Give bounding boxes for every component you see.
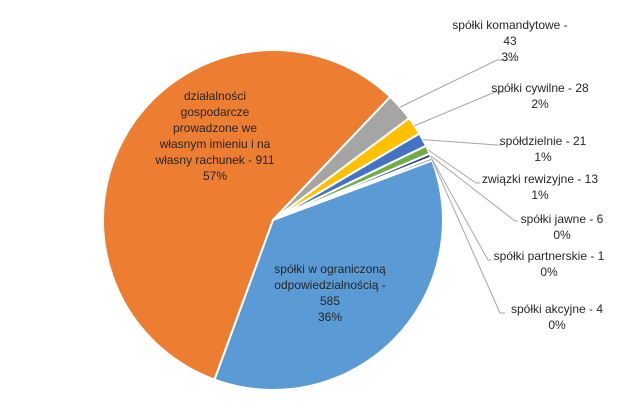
leader-line-spoldzielnie xyxy=(422,139,502,146)
data-label-line: odpowiedzialnością - xyxy=(274,278,385,292)
leader-lines-layer xyxy=(399,59,518,314)
data-label-line: 0% xyxy=(540,265,558,279)
data-label-line: prowadzone we xyxy=(173,121,257,135)
leader-line-spolki-partnerskie xyxy=(430,157,491,261)
leader-line-spolki-akcyjne xyxy=(431,159,505,314)
data-label-line: spółki jawne - 6 xyxy=(521,212,604,226)
data-label-line: własnym imieniu i na xyxy=(159,137,271,151)
data-label-line: gospodarcze xyxy=(181,105,250,119)
labels-layer: spółki w ograniczoną odpowiedzialnością -… xyxy=(154,18,604,332)
leader-line-zwiazki-rewizyjne xyxy=(427,149,480,184)
data-label-line: spółki w ograniczoną xyxy=(274,262,386,276)
leader-line-spolki-komandytowe xyxy=(399,59,515,108)
data-label-spolki-jawne: spółki jawne - 6 0% xyxy=(521,212,604,242)
pie-slice-dzialalnosci-gospodarcze-prowadzone-we-w xyxy=(102,49,392,381)
data-label-line: 1% xyxy=(531,188,549,202)
pie-slice-spolki-w-ograniczona-odpowiedzialnoscia xyxy=(213,159,444,391)
data-label-spolki-cywilne: spółki cywilne - 28 2% xyxy=(491,81,589,111)
data-label-line: 1% xyxy=(534,150,552,164)
data-label-line: działalności xyxy=(184,89,246,103)
data-label-line: 43 xyxy=(503,34,517,48)
data-label-line: spółki partnerskie - 1 xyxy=(494,249,605,263)
data-label-line: 0% xyxy=(548,318,566,332)
data-label-line: 36% xyxy=(318,310,342,324)
data-label-spolki-w-ograniczona-odpowiedzialnoscia: spółki w ograniczoną odpowiedzialnością -… xyxy=(274,262,386,324)
data-label-line: 3% xyxy=(501,50,519,64)
data-label-line: spółki akcyjne - 4 xyxy=(511,302,603,316)
data-label-line: 2% xyxy=(531,97,549,111)
data-label-line: spółki komandytowe - xyxy=(452,18,567,32)
leader-line-spolki-jawne xyxy=(429,155,518,222)
data-label-spolki-komandytowe: spółki komandytowe - 43 3% xyxy=(452,18,567,64)
data-label-dzialalnosci-gospodarcze-prowadzone-we-w: działalności gospodarcze prowadzone we włas… xyxy=(154,89,275,183)
data-label-line: spółki cywilne - 28 xyxy=(491,81,589,95)
data-label-line: 0% xyxy=(553,228,571,242)
data-label-line: spółdzielnie - 21 xyxy=(500,134,587,148)
data-label-line: związki rewizyjne - 13 xyxy=(482,172,598,186)
slices-layer xyxy=(102,49,444,391)
leader-line-spolki-cywilne xyxy=(414,91,505,127)
data-label-zwiazki-rewizyjne: związki rewizyjne - 13 1% xyxy=(482,172,598,202)
data-label-spoldzielnie: spółdzielnie - 21 1% xyxy=(500,134,587,164)
data-label-spolki-partnerskie: spółki partnerskie - 1 0% xyxy=(494,249,605,279)
data-label-line: 57% xyxy=(203,169,227,183)
data-label-line: własny rachunek - 911 xyxy=(154,153,275,167)
data-label-line: 585 xyxy=(320,294,340,308)
data-label-spolki-akcyjne: spółki akcyjne - 4 0% xyxy=(511,302,603,332)
